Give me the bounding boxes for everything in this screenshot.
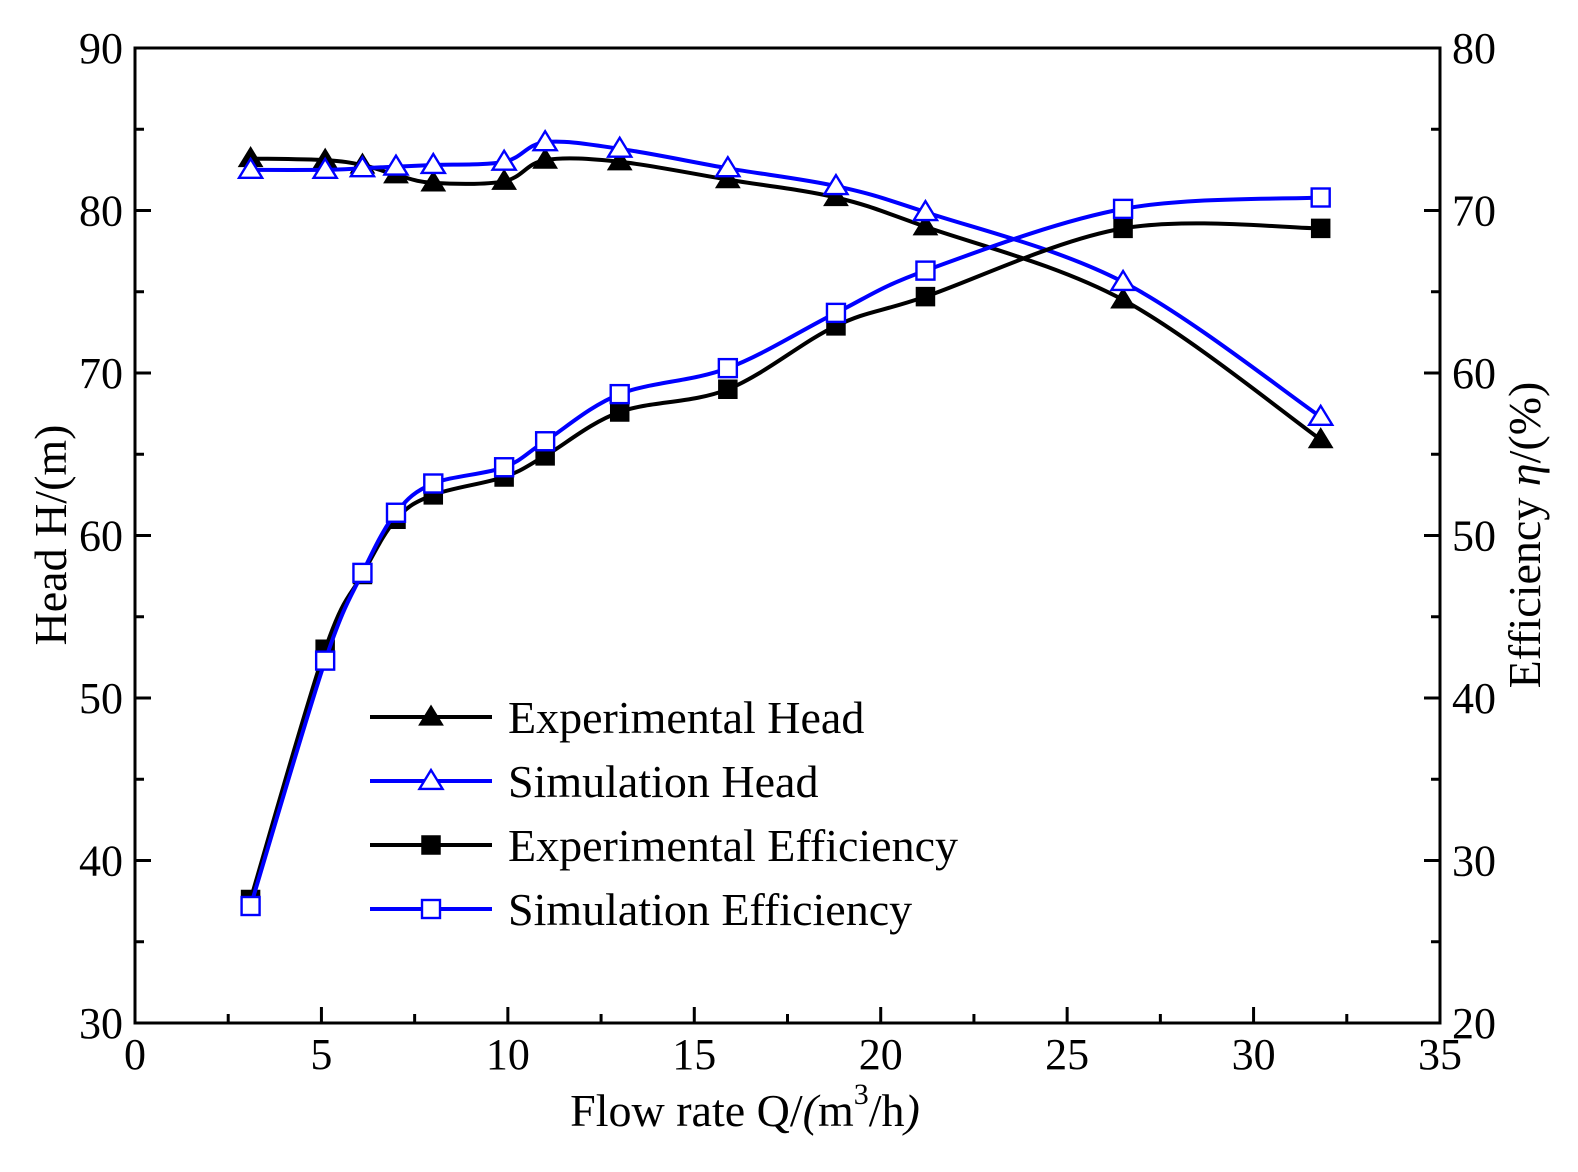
data-point-simulation-head bbox=[606, 135, 634, 158]
y-right-tick-label: 60 bbox=[1452, 349, 1496, 398]
y-right-tick-label: 20 bbox=[1452, 999, 1496, 1048]
legend-item-simulation-efficiency: Simulation Efficiency bbox=[370, 884, 912, 935]
y-left-tick-label: 60 bbox=[79, 512, 123, 561]
x-tick-label: 20 bbox=[859, 1030, 903, 1079]
series-layer bbox=[236, 128, 1335, 917]
x-tick-label: 35 bbox=[1418, 1030, 1462, 1079]
data-point-simulation-head bbox=[311, 156, 339, 179]
data-point-simulation-head bbox=[419, 151, 447, 175]
x-tick-label: 10 bbox=[486, 1030, 530, 1079]
y-left-tick-label: 30 bbox=[79, 999, 123, 1048]
legend-marker bbox=[421, 835, 441, 855]
data-point-simulation-head bbox=[236, 156, 265, 179]
data-point-simulation-efficiency bbox=[1310, 187, 1331, 208]
legend-label: Experimental Efficiency bbox=[508, 820, 958, 871]
y-right-tick-label: 50 bbox=[1452, 512, 1496, 561]
x-tick-label: 25 bbox=[1045, 1030, 1089, 1079]
series-simulation-efficiency bbox=[240, 187, 1331, 917]
y-right-axis-title-space bbox=[1499, 486, 1550, 498]
data-point-experimental-efficiency bbox=[1310, 218, 1331, 239]
data-point-simulation-efficiency bbox=[352, 562, 373, 584]
y-right-tick-label: 70 bbox=[1452, 187, 1496, 236]
legend-marker bbox=[417, 767, 445, 791]
data-point-simulation-efficiency bbox=[493, 457, 515, 478]
y-right-axis-title-symbol: η bbox=[1499, 463, 1550, 486]
data-point-experimental-head bbox=[606, 149, 633, 171]
data-point-experimental-head bbox=[912, 214, 939, 236]
data-point-experimental-head bbox=[532, 147, 559, 169]
data-point-simulation-efficiency bbox=[534, 431, 556, 452]
data-point-experimental-efficiency bbox=[609, 402, 630, 422]
data-point-experimental-head bbox=[491, 168, 518, 190]
x-tick-label: 30 bbox=[1232, 1030, 1276, 1079]
data-point-simulation-head bbox=[382, 153, 410, 176]
data-point-simulation-efficiency bbox=[423, 473, 444, 494]
series-line-simulation-efficiency bbox=[248, 195, 1321, 907]
x-axis-title-paren-open: ( bbox=[803, 1085, 821, 1136]
y-left-tick-label: 40 bbox=[79, 837, 123, 886]
data-point-simulation-head bbox=[822, 172, 850, 196]
data-point-simulation-head bbox=[1109, 268, 1137, 292]
data-point-experimental-head bbox=[1110, 287, 1136, 309]
axes-layer: 0 5 10 15 20 25 30 35 30 40 50 60 70 80 90 20 30 40 50 60 70… bbox=[79, 24, 1496, 1079]
y-left-axis-title: Head H/(m) bbox=[25, 425, 76, 646]
legend-item-simulation-head: Simulation Head bbox=[370, 756, 818, 807]
legend-label: Experimental Head bbox=[508, 692, 864, 743]
legend: Experimental Head Simulation Head Experime… bbox=[370, 692, 958, 935]
data-point-simulation-efficiency bbox=[609, 383, 630, 405]
legend-marker bbox=[418, 704, 444, 726]
data-point-simulation-efficiency bbox=[240, 895, 261, 917]
data-point-simulation-efficiency bbox=[915, 260, 936, 281]
data-point-simulation-efficiency bbox=[1112, 198, 1134, 220]
x-axis-title-paren-close: ) bbox=[902, 1085, 920, 1136]
data-point-experimental-head bbox=[1307, 427, 1334, 449]
y-right-axis-title-unit: /(%) bbox=[1499, 382, 1550, 464]
x-axis-title-main: Flow rate Q/ bbox=[570, 1085, 803, 1136]
data-point-experimental-head bbox=[823, 185, 849, 207]
x-axis-title: Flow rate Q/(m3/h) bbox=[570, 1078, 920, 1136]
x-axis-title-unit-tail: /h bbox=[869, 1085, 905, 1136]
data-point-experimental-efficiency bbox=[718, 379, 738, 399]
legend-item-experimental-efficiency: Experimental Efficiency bbox=[370, 820, 958, 871]
data-point-experimental-efficiency bbox=[1113, 218, 1133, 239]
data-point-simulation-head bbox=[1306, 403, 1335, 426]
y-right-tick-label: 30 bbox=[1452, 837, 1496, 886]
y-left-tick-label: 90 bbox=[79, 24, 123, 73]
data-point-experimental-head bbox=[714, 167, 741, 189]
legend-item-experimental-head: Experimental Head bbox=[370, 692, 864, 743]
data-point-simulation-efficiency bbox=[825, 302, 847, 324]
data-point-simulation-head bbox=[490, 148, 518, 171]
y-right-tick-label: 80 bbox=[1452, 24, 1496, 73]
data-point-experimental-head bbox=[420, 170, 447, 192]
data-point-simulation-head bbox=[531, 128, 559, 152]
x-axis-title-sup: 3 bbox=[854, 1078, 869, 1111]
y-left-tick-label: 50 bbox=[79, 674, 123, 723]
legend-marker bbox=[420, 898, 442, 920]
legend-label: Simulation Efficiency bbox=[508, 884, 912, 935]
data-point-simulation-efficiency bbox=[385, 502, 407, 523]
x-axis-title-unit: m bbox=[818, 1085, 854, 1136]
data-point-simulation-head bbox=[348, 154, 377, 178]
data-point-simulation-head bbox=[911, 198, 940, 222]
y-left-tick-label: 70 bbox=[79, 349, 123, 398]
x-tick-label: 15 bbox=[672, 1030, 716, 1079]
x-tick-label: 0 bbox=[124, 1030, 146, 1079]
data-point-simulation-efficiency bbox=[314, 650, 336, 671]
data-point-experimental-efficiency bbox=[915, 286, 936, 307]
data-point-simulation-efficiency bbox=[717, 357, 739, 379]
x-tick-label: 5 bbox=[310, 1030, 332, 1079]
y-left-tick-label: 80 bbox=[79, 187, 123, 236]
legend-label: Simulation Head bbox=[508, 756, 818, 807]
y-right-tick-label: 40 bbox=[1452, 674, 1496, 723]
y-right-axis-title-text: Efficiency bbox=[1499, 498, 1550, 689]
y-right-axis-title: Efficiency η/(%) bbox=[1499, 382, 1550, 689]
data-point-simulation-head bbox=[714, 154, 742, 178]
